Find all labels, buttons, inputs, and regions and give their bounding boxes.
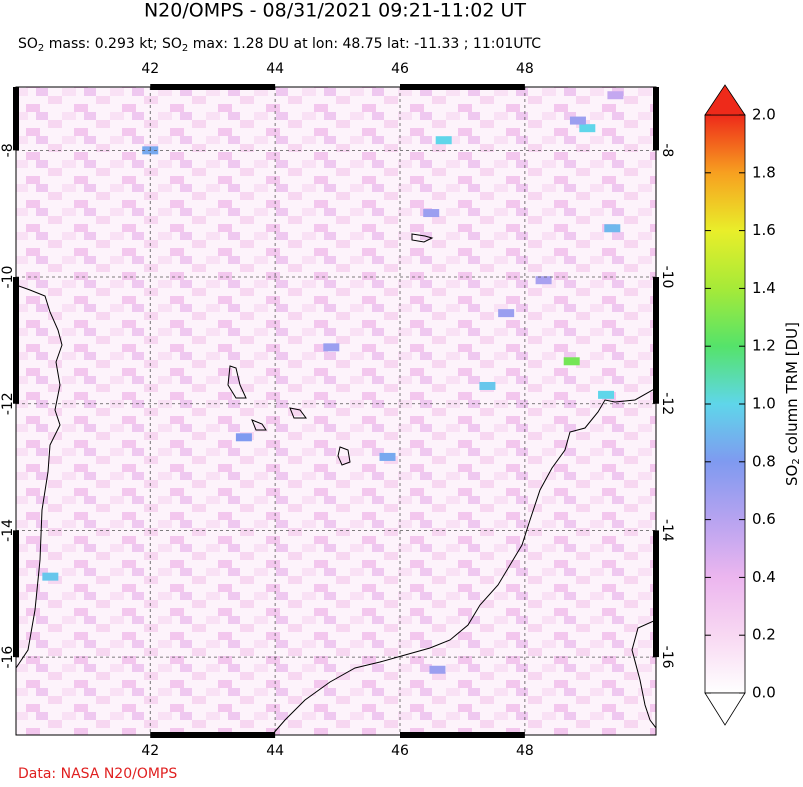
map-frame [15,86,657,736]
subtitle-sub: 2 [38,43,44,54]
so2-pixel [435,136,452,145]
grid [16,87,656,735]
frame-bar [13,530,19,658]
colorbar-label: SO2 column TRM [DU] [783,322,803,486]
y-tick-label: -16 [0,646,16,669]
frame-bar [400,732,525,738]
y-tick-label: -10 [0,266,16,289]
so2-pixel [569,116,586,125]
x-tick-label: 46 [391,743,409,759]
so2-pixel [598,390,615,399]
island [411,233,434,243]
subtitle-part: SO [18,36,38,52]
colorbar-tick-label: 1.4 [752,279,776,297]
so2-pixel [604,224,621,233]
colorbar-tick-label: 1.6 [752,221,776,239]
subtitle: SO2 mass: 0.293 kt; SO2 max: 1.28 DU at … [18,36,541,54]
so2-pixel [379,452,396,461]
colorbar-label-part: SO [783,465,801,486]
frame-bar [653,530,659,658]
y-tick-label: -8 [0,143,16,157]
colorbar-tick-label: 1.8 [752,163,776,181]
so2-pixel [479,381,496,390]
map [16,87,656,735]
island [251,419,267,431]
frame-bar [150,732,276,738]
y-tick-label: -8 [659,143,675,157]
y-tick-label: -14 [659,519,675,542]
colorbar-tick-label: 2.0 [752,106,776,124]
coastline-africa [16,284,63,669]
colorbar-tick-label: 1.2 [752,337,776,355]
y-tick-label: -12 [0,392,16,415]
colorbar-tick-label: 0.8 [752,452,776,470]
colorbar-extend-min [704,692,746,726]
x-tick-label: 48 [516,61,534,77]
colorbar-label-sub: 2 [791,458,802,464]
x-tick-label: 48 [516,743,534,759]
colorbar-tick-label: 0.0 [752,684,776,702]
frame-bar [400,84,525,90]
axes: 42 42 44 44 46 46 48 48 -8 -8 -10 -10 -12 -12 -14 -14 -1… [0,61,675,759]
y-tick-label: -16 [659,646,675,669]
subtitle-part: mass: 0.293 kt; SO [44,36,182,52]
subtitle-sub: 2 [182,43,188,54]
so2-pixel [579,124,596,133]
so2-pixel [42,572,59,581]
title: N20/OMPS - 08/31/2021 09:21-11:02 UT [144,0,526,22]
x-tick-label: 44 [266,743,284,759]
colorbar-tick-label: 0.4 [752,568,776,586]
frame-bar [13,87,19,151]
x-tick-label: 42 [141,61,159,77]
island [337,446,351,466]
map-background [16,87,656,735]
so2-pixel [563,357,580,366]
frame-bar [150,84,276,90]
so2-pixel [323,343,340,352]
so2-pixel [429,665,446,674]
colorbar-tick-label: 1.0 [752,395,776,413]
frame-bar [653,277,659,404]
credit: Data: NASA N20/OMPS [18,766,177,782]
colorbar-extend-max [704,84,746,116]
colorbar-gradient [704,114,746,694]
colorbar-tick-label: 0.6 [752,510,776,528]
y-tick-label: -10 [659,266,675,289]
subtitle-part: max: 1.28 DU at lon: 48.75 lat: -11.33 ;… [188,36,541,52]
so2-pixel [498,309,515,318]
x-tick-label: 46 [391,61,409,77]
frame-bar [653,87,659,151]
so2-pixel [235,433,252,442]
y-tick-label: -14 [0,519,16,542]
so2-pixel [535,276,552,285]
pixels [42,91,624,674]
frame-bar [13,277,19,404]
coastline-madagascar-south [631,619,656,729]
colorbar-tick-label: 0.2 [752,626,776,644]
so2-pixel [607,91,624,100]
x-tick-label: 44 [266,61,284,77]
x-tick-label: 42 [141,743,159,759]
so2-pixel [423,209,440,218]
y-tick-label: -12 [659,392,675,415]
colorbar-label-part: column TRM [DU] [783,322,801,458]
coastline-madagascar [271,387,656,735]
island [289,407,307,419]
colorbar: SO2 column TRM [DU] 0.0 0.2 0.4 0.6 0.8 1.0 1.… [704,84,803,726]
island [227,365,247,399]
